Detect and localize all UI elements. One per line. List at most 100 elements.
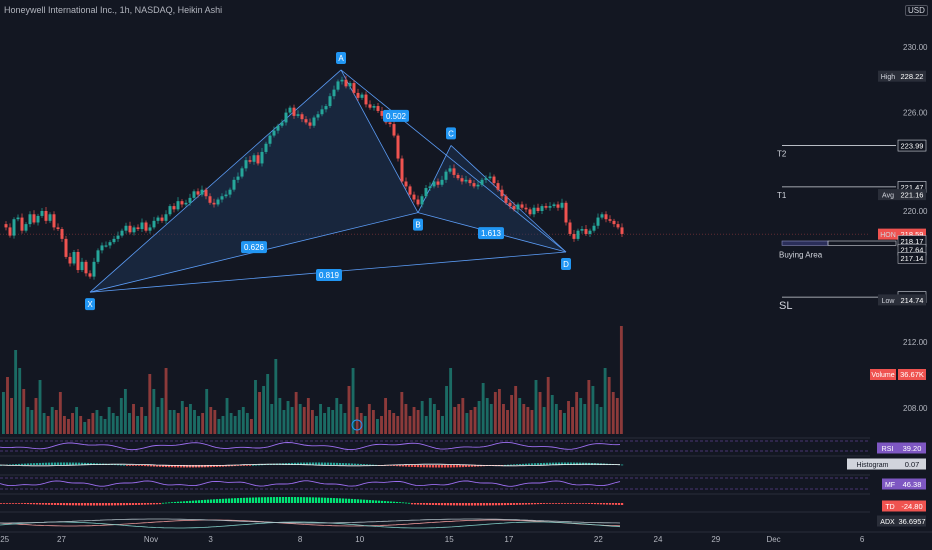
price-badge-value: 218.17 xyxy=(901,237,924,246)
volume-bar xyxy=(534,380,538,434)
td-bar xyxy=(75,503,78,506)
volume-bar xyxy=(34,398,38,434)
td-bar xyxy=(558,503,561,504)
histogram-bar xyxy=(114,464,117,466)
level-name-t2: T2 xyxy=(777,150,787,159)
histogram-bar xyxy=(513,464,516,466)
td-bar xyxy=(18,503,21,504)
histogram-bar xyxy=(117,464,120,466)
td-bar xyxy=(387,501,390,503)
td-bar xyxy=(234,498,237,503)
histogram-bar xyxy=(342,463,345,465)
candle-body xyxy=(428,186,432,189)
td-bar xyxy=(15,503,18,504)
candle-body xyxy=(160,217,164,221)
td-bar xyxy=(303,497,306,503)
td-bar xyxy=(81,503,84,506)
volume-bar xyxy=(453,407,457,434)
candle-body xyxy=(104,245,108,247)
candle-body xyxy=(468,179,472,184)
volume-bar xyxy=(420,401,424,434)
histogram-bar xyxy=(450,465,453,468)
volume-bar xyxy=(54,410,58,434)
td-bar xyxy=(357,499,360,503)
histogram-bar xyxy=(189,465,192,468)
histogram-bar xyxy=(573,462,576,465)
histogram-bar xyxy=(426,465,429,468)
volume-bar xyxy=(136,416,140,434)
pattern-ratio: 0.819 xyxy=(316,268,342,281)
candle-body xyxy=(608,219,612,221)
candle-body xyxy=(324,106,328,110)
td-bar xyxy=(603,503,606,505)
histogram-bar xyxy=(372,464,375,466)
candle-body xyxy=(144,222,148,231)
volume-bar xyxy=(2,392,5,434)
td-bar xyxy=(621,503,624,505)
td-bar xyxy=(240,497,243,503)
td-bar xyxy=(252,497,255,503)
candle-body xyxy=(184,202,188,205)
candle-body xyxy=(536,207,540,211)
td-bar xyxy=(471,503,474,506)
candle-body xyxy=(284,112,288,123)
price-badge-value-bg xyxy=(897,252,927,264)
td-bar xyxy=(576,503,579,504)
histogram-bar xyxy=(312,462,315,465)
price-badge-value: 217.64 xyxy=(901,246,924,255)
histogram-bar xyxy=(75,462,78,465)
td-bar xyxy=(396,501,399,503)
volume-bar xyxy=(128,413,131,434)
volume-bar xyxy=(172,410,176,434)
histogram-bar xyxy=(552,462,555,465)
volume-bar xyxy=(481,383,485,434)
candle-body xyxy=(340,79,344,82)
histogram-bar xyxy=(621,464,624,466)
histogram-bar xyxy=(120,464,123,466)
td-bar xyxy=(219,498,222,503)
td-bar xyxy=(522,503,525,505)
histogram-bar xyxy=(510,464,513,466)
histogram-bar xyxy=(504,464,507,466)
histogram-bar xyxy=(357,463,360,465)
volume-bar xyxy=(408,416,412,434)
candle-body xyxy=(188,197,192,203)
adx-line xyxy=(0,518,621,524)
indicator-value: -24.80 xyxy=(901,502,922,511)
histogram-bar xyxy=(174,465,177,468)
histogram-bar xyxy=(9,464,12,466)
candle-body xyxy=(452,168,456,175)
candle-body xyxy=(460,178,464,182)
td-bar xyxy=(474,503,477,506)
td-bar xyxy=(45,503,48,505)
td-bar xyxy=(567,503,570,504)
volume-bar xyxy=(388,410,392,434)
histogram-bar xyxy=(84,462,87,465)
td-bar xyxy=(390,501,393,503)
candle-body xyxy=(400,158,404,182)
histogram-bar xyxy=(51,462,54,465)
pattern-point-c: C xyxy=(446,127,456,140)
histogram-bar xyxy=(63,462,66,465)
td-bar xyxy=(546,503,549,504)
candle-body xyxy=(264,143,268,152)
td-bar xyxy=(39,503,42,505)
histogram-bar xyxy=(435,465,438,468)
volume-bar xyxy=(310,410,314,434)
candle-body xyxy=(68,256,72,264)
td-bar xyxy=(63,503,66,506)
volume-bar xyxy=(327,407,331,434)
candle-body xyxy=(72,252,76,264)
candle-body xyxy=(476,184,480,187)
histogram-bar xyxy=(24,463,27,465)
candle-body xyxy=(472,183,476,187)
td-bar xyxy=(222,498,225,503)
currency-badge[interactable]: USD xyxy=(905,5,928,16)
volume-bar xyxy=(502,404,505,434)
volume-bar xyxy=(497,389,501,434)
td-bar xyxy=(6,503,9,504)
candle-body xyxy=(492,176,496,184)
y-tick-label: 230.00 xyxy=(903,43,928,52)
